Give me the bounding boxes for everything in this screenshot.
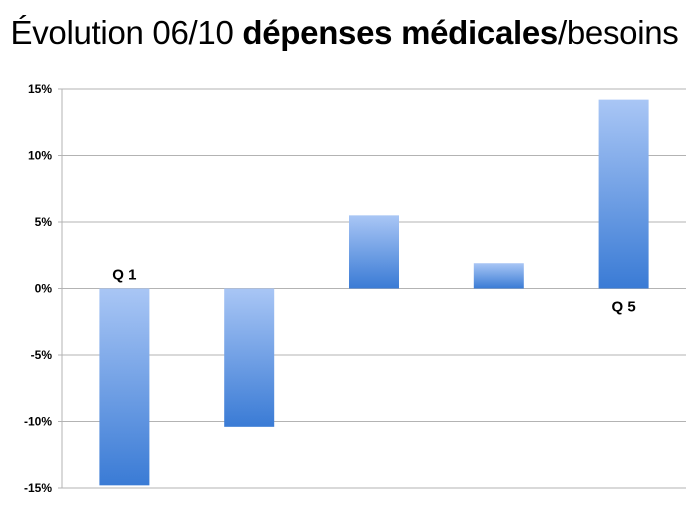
y-axis-ticks: 15% 10% 5% 0% -5% -10% -15% [24, 82, 52, 495]
bar [473, 263, 524, 289]
y-tick-label: 15% [28, 82, 52, 96]
bar [349, 215, 399, 289]
bars [99, 99, 649, 486]
bar [598, 99, 649, 289]
chart-title: Évolution 06/10 dépenses médicales/besoi… [0, 14, 689, 52]
bar [224, 288, 275, 427]
y-tick-label: 10% [28, 149, 52, 163]
y-tick-label: -5% [31, 348, 53, 362]
bar-labels: Q 1 Q 5 [112, 267, 635, 316]
bar [99, 288, 150, 486]
y-tick-label: -15% [24, 481, 52, 495]
y-tick-label: 5% [35, 215, 53, 229]
title-part-1: Évolution 06/10 [10, 14, 243, 51]
y-tick-label: 0% [35, 282, 53, 296]
bar-category-label: Q 1 [112, 267, 136, 284]
y-tick-label: -10% [24, 415, 52, 429]
title-part-2: dépenses médicales [242, 14, 558, 51]
title-part-3: /besoins [557, 14, 679, 51]
bar-category-label: Q 5 [612, 299, 636, 316]
